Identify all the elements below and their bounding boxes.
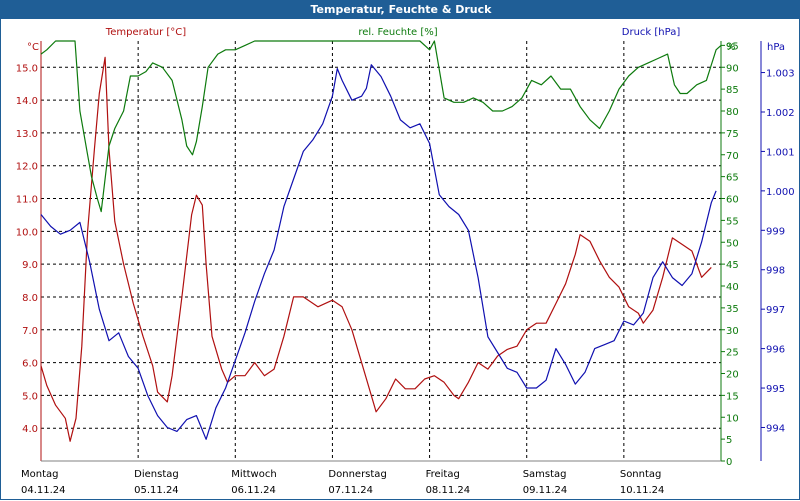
temperature-tick-label: 14.0	[16, 96, 38, 107]
pressure-tick-label: 994	[766, 423, 785, 434]
x-date-label: 08.11.24	[426, 485, 471, 496]
x-day-label: Sonntag	[620, 469, 662, 480]
pressure-series-line	[40, 64, 717, 440]
x-date-label: 10.11.24	[620, 485, 665, 496]
humidity-tick-label: 85	[726, 85, 739, 96]
temperature-series-line	[40, 56, 712, 442]
humidity-tick-label: 50	[726, 238, 739, 249]
humidity-tick-label: 45	[726, 260, 739, 271]
humidity-unit-label: %	[726, 42, 736, 53]
x-day-label: Samstag	[523, 469, 567, 480]
title-bar: Temperatur, Feuchte & Druck	[1, 1, 800, 19]
temperature-tick-label: 9.0	[22, 260, 38, 271]
humidity-tick-label: 75	[726, 129, 739, 140]
pressure-tick-label: 1.001	[766, 147, 795, 158]
x-day-label: Freitag	[426, 469, 460, 480]
x-day-label: Donnerstag	[328, 469, 386, 480]
x-date-label: 04.11.24	[21, 485, 66, 496]
humidity-tick-label: 40	[726, 282, 739, 293]
pressure-series-label: Druck [hPa]	[622, 27, 681, 38]
temperature-tick-label: 4.0	[22, 424, 38, 435]
humidity-tick-label: 95	[726, 41, 739, 52]
temperature-unit-label: °C	[27, 42, 39, 53]
pressure-unit-label: hPa	[767, 42, 785, 53]
temperature-tick-label: 6.0	[22, 359, 38, 370]
x-day-label: Montag	[21, 469, 58, 480]
humidity-tick-label: 10	[726, 413, 739, 424]
humidity-tick-label: 65	[726, 173, 739, 184]
temperature-tick-label: 11.0	[16, 195, 38, 206]
temperature-tick-label: 13.0	[16, 129, 38, 140]
x-day-label: Dienstag	[134, 469, 179, 480]
humidity-tick-label: 80	[726, 107, 739, 118]
pressure-tick-label: 1.002	[766, 108, 795, 119]
x-day-label: Mittwoch	[231, 469, 276, 480]
temperature-tick-label: 8.0	[22, 293, 38, 304]
pressure-tick-label: 995	[766, 384, 785, 395]
humidity-tick-label: 30	[726, 326, 739, 337]
x-date-label: 05.11.24	[134, 485, 179, 496]
humidity-tick-label: 70	[726, 151, 739, 162]
pressure-tick-label: 1.000	[766, 187, 795, 198]
x-date-label: 09.11.24	[523, 485, 568, 496]
humidity-tick-label: 0	[726, 457, 732, 468]
temperature-series-label: Temperatur [°C]	[105, 27, 186, 38]
pressure-tick-label: 997	[766, 305, 785, 316]
x-date-label: 06.11.24	[231, 485, 276, 496]
pressure-tick-label: 999	[766, 226, 785, 237]
humidity-tick-label: 60	[726, 195, 739, 206]
humidity-tick-label: 35	[726, 304, 739, 315]
pressure-tick-label: 1.003	[766, 69, 795, 80]
humidity-tick-label: 20	[726, 370, 739, 381]
humidity-tick-label: 15	[726, 391, 739, 402]
humidity-tick-label: 55	[726, 216, 739, 227]
temperature-tick-label: 7.0	[22, 326, 38, 337]
temperature-tick-label: 15.0	[16, 63, 38, 74]
humidity-tick-label: 25	[726, 348, 739, 359]
pressure-tick-label: 998	[766, 266, 785, 277]
temperature-tick-label: 12.0	[16, 162, 38, 173]
temperature-tick-label: 5.0	[22, 391, 38, 402]
humidity-series-label: rel. Feuchte [%]	[358, 27, 437, 38]
temperature-tick-label: 10.0	[16, 227, 38, 238]
x-date-label: 07.11.24	[328, 485, 373, 496]
chart-title: Temperatur, Feuchte & Druck	[310, 3, 492, 16]
humidity-tick-label: 5	[726, 435, 732, 446]
humidity-tick-label: 90	[726, 63, 739, 74]
pressure-tick-label: 996	[766, 345, 785, 356]
humidity-series-line	[40, 40, 722, 213]
